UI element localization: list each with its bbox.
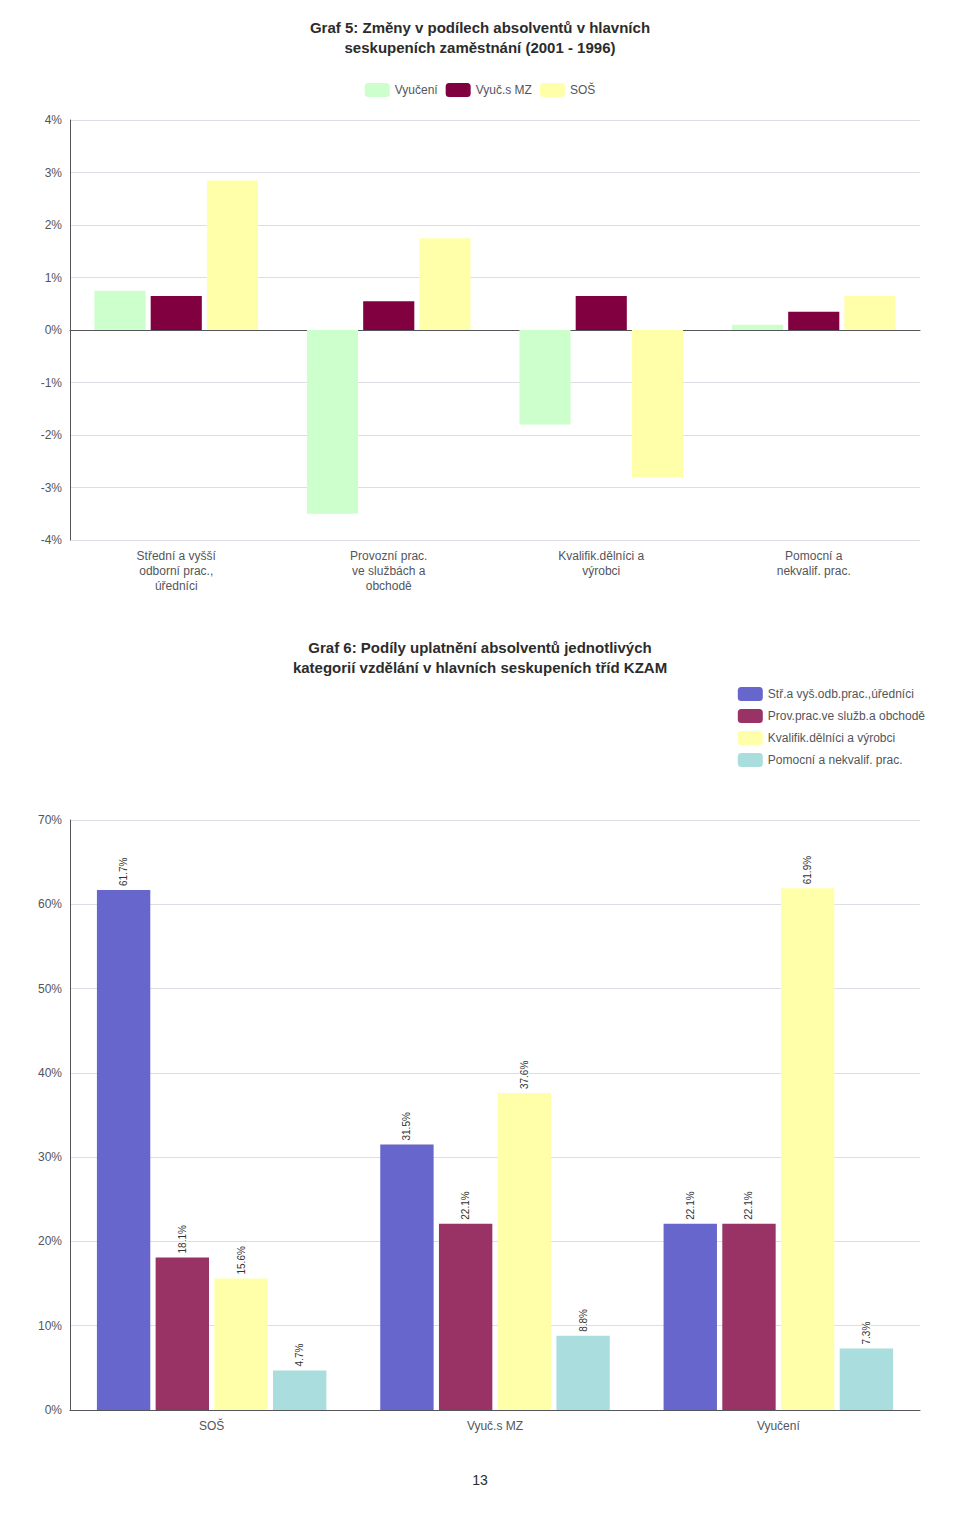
svg-text:8.8%: 8.8% — [578, 1309, 589, 1332]
svg-text:0%: 0% — [45, 323, 63, 337]
svg-text:3%: 3% — [45, 166, 63, 180]
svg-text:22.1%: 22.1% — [460, 1191, 471, 1219]
svg-text:Graf 5: Změny v podílech absol: Graf 5: Změny v podílech absolventů v hl… — [310, 19, 650, 36]
svg-text:úředníci: úředníci — [155, 579, 198, 593]
svg-text:výrobci: výrobci — [582, 564, 620, 578]
svg-text:Prov.prac.ve služb.a obchodě: Prov.prac.ve služb.a obchodě — [768, 709, 926, 723]
svg-text:Provozní prac.: Provozní prac. — [350, 549, 427, 563]
svg-text:-1%: -1% — [41, 376, 63, 390]
svg-text:Pomocní a nekvalif. prac.: Pomocní a nekvalif. prac. — [768, 753, 903, 767]
svg-text:Stř.a vyš.odb.prac.,úředníci: Stř.a vyš.odb.prac.,úředníci — [768, 687, 914, 701]
svg-text:4%: 4% — [45, 113, 63, 127]
svg-text:Vyuč.s MZ: Vyuč.s MZ — [476, 83, 532, 97]
svg-text:31.5%: 31.5% — [401, 1112, 412, 1140]
svg-text:60%: 60% — [38, 897, 62, 911]
svg-text:15.6%: 15.6% — [236, 1246, 247, 1274]
svg-text:seskupeních zaměstnání (2001 -: seskupeních zaměstnání (2001 - 1996) — [345, 39, 616, 56]
svg-text:SOŠ: SOŠ — [570, 82, 595, 97]
svg-text:Pomocní a: Pomocní a — [785, 549, 843, 563]
svg-text:Graf 6: Podíly uplatnění absol: Graf 6: Podíly uplatnění absolventů jedn… — [308, 639, 651, 656]
svg-text:nekvalif. prac.: nekvalif. prac. — [777, 564, 851, 578]
svg-text:7.3%: 7.3% — [861, 1322, 872, 1345]
svg-text:-3%: -3% — [41, 481, 63, 495]
svg-text:Kvalifik.dělníci a výrobci: Kvalifik.dělníci a výrobci — [768, 731, 895, 745]
svg-text:ve službách a: ve službách a — [352, 564, 426, 578]
svg-text:40%: 40% — [38, 1066, 62, 1080]
svg-text:-4%: -4% — [41, 533, 63, 547]
svg-text:4.7%: 4.7% — [294, 1343, 305, 1366]
svg-text:50%: 50% — [38, 982, 62, 996]
svg-text:10%: 10% — [38, 1319, 62, 1333]
svg-text:SOŠ: SOŠ — [199, 1418, 224, 1433]
svg-text:Vyučení: Vyučení — [395, 83, 439, 97]
svg-text:-2%: -2% — [41, 428, 63, 442]
html-text:13: 13 — [472, 1472, 488, 1488]
svg-text:30%: 30% — [38, 1150, 62, 1164]
svg-text:37.6%: 37.6% — [519, 1061, 530, 1089]
svg-text:Vyučení: Vyučení — [757, 1419, 801, 1433]
svg-text:obchodě: obchodě — [366, 579, 412, 593]
svg-text:odborní prac.,: odborní prac., — [139, 564, 213, 578]
svg-text:20%: 20% — [38, 1234, 62, 1248]
svg-text:61.7%: 61.7% — [118, 857, 129, 885]
svg-text:18.1%: 18.1% — [177, 1225, 188, 1253]
svg-text:1%: 1% — [45, 271, 63, 285]
svg-text:61.9%: 61.9% — [802, 856, 813, 884]
svg-text:22.1%: 22.1% — [685, 1191, 696, 1219]
svg-text:Vyuč.s MZ: Vyuč.s MZ — [467, 1419, 523, 1433]
svg-text:kategorií vzdělání v hlavních: kategorií vzdělání v hlavních seskupeníc… — [293, 659, 667, 676]
svg-text:2%: 2% — [45, 218, 63, 232]
svg-text:0%: 0% — [45, 1403, 63, 1417]
svg-text:Kvalifik.dělníci a: Kvalifik.dělníci a — [558, 549, 644, 563]
svg-text:70%: 70% — [38, 813, 62, 827]
svg-text:Střední a vyšší: Střední a vyšší — [137, 549, 217, 563]
svg-text:22.1%: 22.1% — [743, 1191, 754, 1219]
